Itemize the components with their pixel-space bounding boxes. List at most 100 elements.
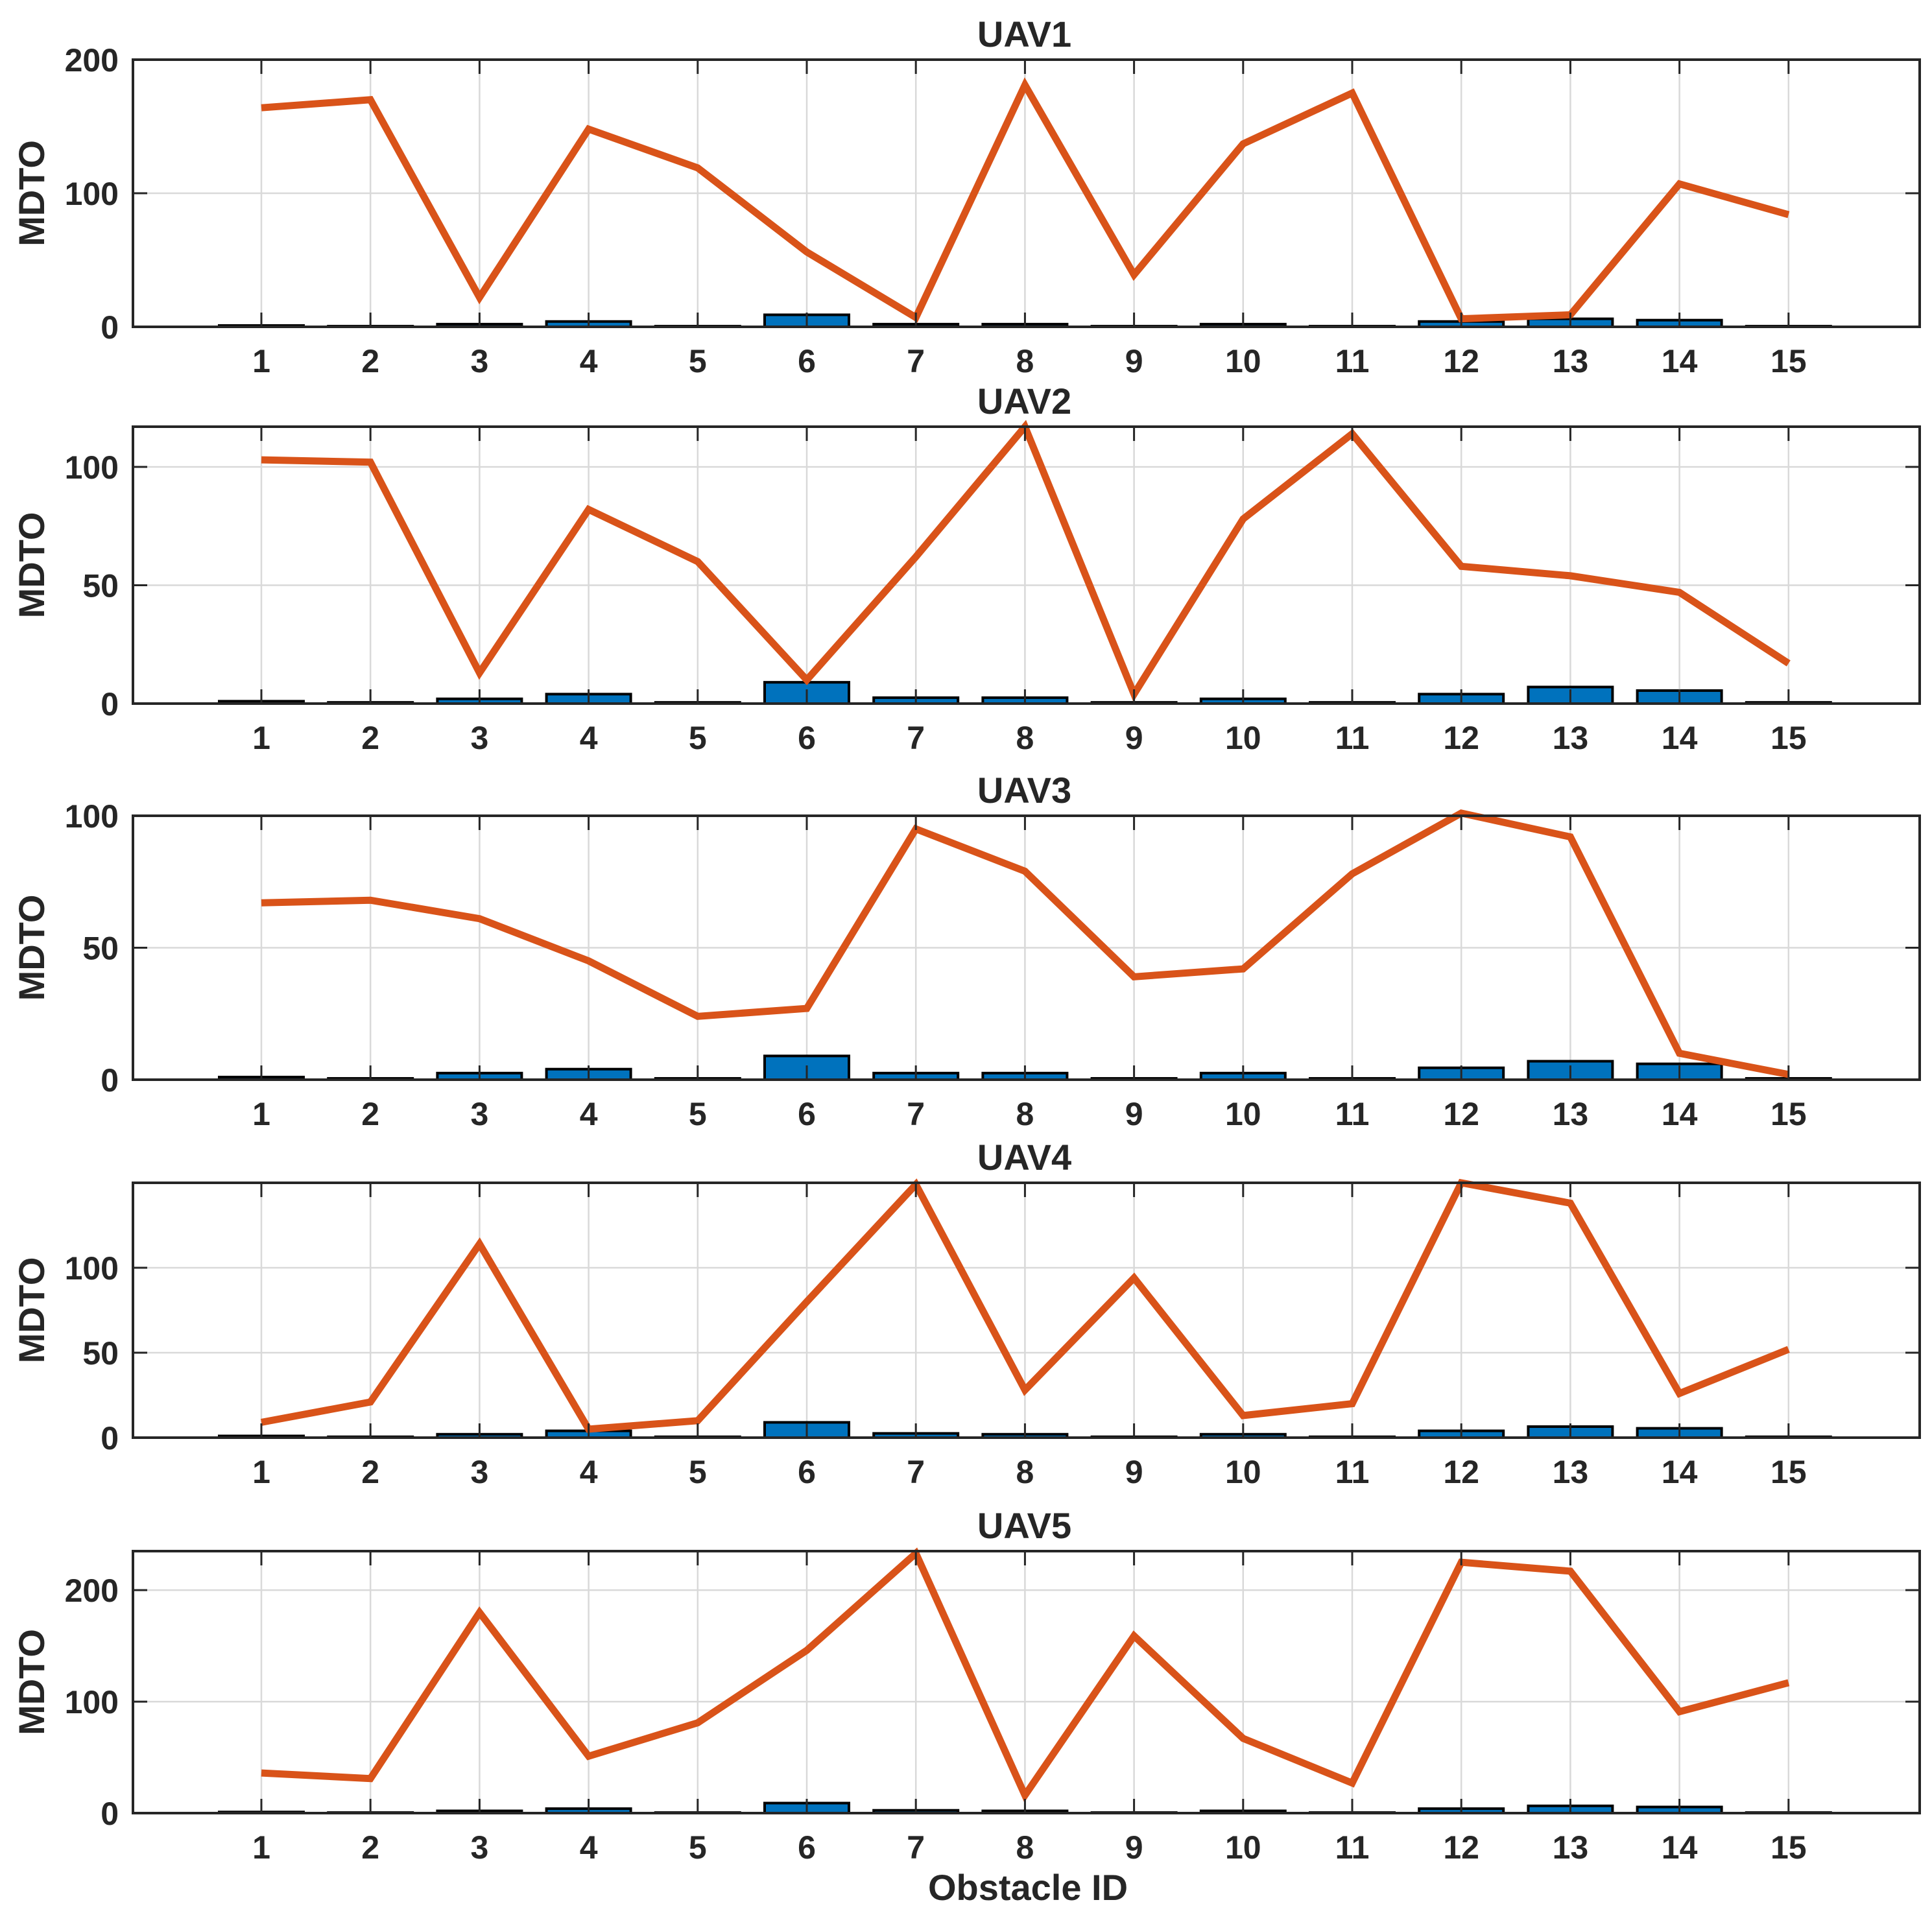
x-tick-label: 2 bbox=[361, 1829, 379, 1866]
x-tick-label: 12 bbox=[1443, 720, 1479, 756]
x-tick-label: 4 bbox=[580, 1829, 598, 1866]
x-tick-label: 14 bbox=[1662, 1829, 1698, 1866]
x-tick-label: 4 bbox=[580, 343, 598, 379]
x-tick-label: 11 bbox=[1335, 343, 1370, 379]
x-tick-label: 5 bbox=[689, 1096, 707, 1132]
y-tick-label: 0 bbox=[101, 1062, 119, 1099]
series-line-mdto bbox=[261, 809, 1789, 1078]
x-tick-label: 9 bbox=[1125, 720, 1143, 756]
panel-title: UAV5 bbox=[977, 1505, 1071, 1546]
y-tick-label: 100 bbox=[65, 1250, 119, 1287]
x-tick-label: 3 bbox=[470, 1829, 488, 1866]
x-tick-label: 10 bbox=[1225, 1829, 1261, 1866]
x-tick-label: 9 bbox=[1125, 1829, 1143, 1866]
x-tick-label: 15 bbox=[1771, 1829, 1807, 1866]
x-tick-label: 1 bbox=[252, 1454, 270, 1490]
y-tick-label: 0 bbox=[101, 309, 119, 346]
y-tick-label: 200 bbox=[65, 42, 119, 78]
x-tick-label: 7 bbox=[907, 1454, 925, 1490]
series-line-mdto bbox=[260, 1178, 1790, 1433]
y-axis-label: MDTO bbox=[11, 1629, 52, 1735]
x-tick-label: 9 bbox=[1125, 343, 1143, 379]
x-tick-label: 7 bbox=[907, 1096, 925, 1132]
x-tick-label: 11 bbox=[1335, 720, 1370, 756]
panel-title: UAV1 bbox=[977, 14, 1071, 54]
x-tick-label: 11 bbox=[1335, 1096, 1370, 1132]
x-tick-label: 3 bbox=[470, 1454, 488, 1490]
x-tick-label: 12 bbox=[1443, 1454, 1479, 1490]
x-tick-label: 14 bbox=[1662, 1454, 1698, 1490]
x-tick-label: 1 bbox=[252, 1829, 270, 1866]
x-axis-label: Obstacle ID bbox=[928, 1867, 1128, 1908]
x-tick-label: 10 bbox=[1225, 343, 1261, 379]
x-tick-label: 2 bbox=[361, 1096, 379, 1132]
x-tick-label: 6 bbox=[798, 720, 816, 756]
y-tick-label: 200 bbox=[65, 1573, 119, 1609]
x-tick-label: 3 bbox=[470, 343, 488, 379]
y-tick-label: 100 bbox=[65, 798, 119, 835]
x-tick-label: 10 bbox=[1225, 1096, 1261, 1132]
x-tick-label: 15 bbox=[1771, 1096, 1807, 1132]
series-line-mdto bbox=[261, 77, 1790, 323]
y-tick-label: 50 bbox=[82, 1335, 119, 1372]
x-tick-label: 13 bbox=[1553, 720, 1589, 756]
x-tick-label: 3 bbox=[470, 1096, 488, 1132]
x-tick-label: 10 bbox=[1225, 720, 1261, 756]
x-tick-label: 12 bbox=[1443, 1096, 1479, 1132]
x-tick-label: 8 bbox=[1016, 720, 1034, 756]
y-axis-label: MDTO bbox=[11, 895, 52, 1001]
x-tick-label: 11 bbox=[1335, 1454, 1370, 1490]
x-tick-label: 1 bbox=[252, 1096, 270, 1132]
x-tick-label: 5 bbox=[689, 1454, 707, 1490]
x-tick-label: 2 bbox=[361, 720, 379, 756]
y-axis-label: MDTO bbox=[11, 1257, 52, 1364]
x-tick-label: 7 bbox=[907, 1829, 925, 1866]
x-tick-label: 6 bbox=[798, 343, 816, 379]
x-tick-label: 15 bbox=[1771, 720, 1807, 756]
panel-title: UAV3 bbox=[977, 770, 1071, 811]
x-tick-label: 2 bbox=[361, 343, 379, 379]
axes-box bbox=[132, 1182, 1921, 1439]
x-tick-label: 13 bbox=[1553, 1829, 1589, 1866]
x-tick-label: 8 bbox=[1016, 343, 1034, 379]
x-tick-label: 4 bbox=[580, 1454, 598, 1490]
x-tick-label: 13 bbox=[1553, 1096, 1589, 1132]
x-tick-label: 6 bbox=[798, 1454, 816, 1490]
x-tick-label: 6 bbox=[798, 1829, 816, 1866]
y-axis-label: MDTO bbox=[11, 512, 52, 619]
y-axis-label: MDTO bbox=[11, 140, 52, 246]
panel-title: UAV2 bbox=[977, 381, 1071, 422]
axes-box bbox=[132, 1550, 1921, 1814]
x-tick-label: 12 bbox=[1443, 343, 1479, 379]
x-tick-label: 7 bbox=[907, 720, 925, 756]
x-tick-label: 15 bbox=[1771, 1454, 1807, 1490]
x-tick-label: 7 bbox=[907, 343, 925, 379]
x-tick-label: 1 bbox=[252, 343, 270, 379]
y-tick-label: 100 bbox=[65, 176, 119, 212]
x-tick-label: 5 bbox=[689, 1829, 707, 1866]
x-tick-label: 10 bbox=[1225, 1454, 1261, 1490]
x-tick-label: 1 bbox=[252, 720, 270, 756]
x-tick-label: 8 bbox=[1016, 1096, 1034, 1132]
x-tick-label: 5 bbox=[689, 720, 707, 756]
y-tick-label: 100 bbox=[65, 1684, 119, 1720]
panel-title: UAV4 bbox=[977, 1137, 1071, 1178]
x-tick-label: 9 bbox=[1125, 1454, 1143, 1490]
x-tick-label: 15 bbox=[1771, 343, 1807, 379]
x-tick-label: 12 bbox=[1443, 1829, 1479, 1866]
x-tick-label: 8 bbox=[1016, 1829, 1034, 1866]
x-tick-label: 5 bbox=[689, 343, 707, 379]
y-tick-label: 50 bbox=[82, 931, 119, 967]
x-tick-label: 4 bbox=[580, 720, 598, 756]
x-tick-label: 3 bbox=[470, 720, 488, 756]
x-tick-label: 14 bbox=[1662, 343, 1698, 379]
y-tick-label: 0 bbox=[101, 686, 119, 722]
